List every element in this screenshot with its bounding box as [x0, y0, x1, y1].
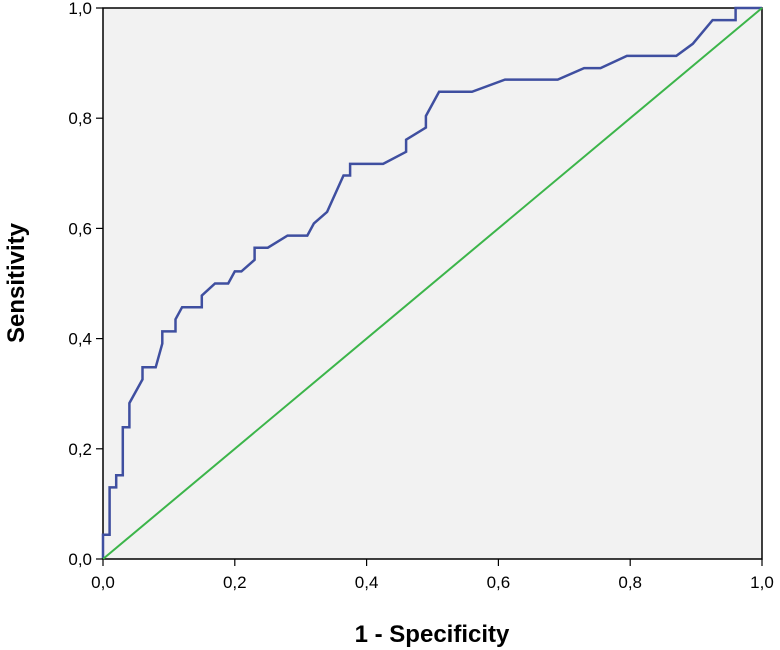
x-tick-label: 0,6	[487, 573, 511, 592]
series-layer	[101, 6, 763, 560]
x-tick-label: 0,0	[91, 573, 115, 592]
y-tick-label: 0,4	[68, 330, 92, 349]
x-axis-title: 1 - Specificity	[355, 621, 510, 648]
x-tick-label: 1,0	[750, 573, 774, 592]
axis-layer: 0,0 0,0 0,2 0,2 0,4 0,4 0,6 0,6 0,8 0,8 1,0 1,0	[68, 0, 773, 592]
y-tick-label: 0,6	[68, 219, 92, 238]
y-tick-label: 0,2	[68, 440, 92, 459]
y-tick-label: 0,8	[68, 109, 92, 128]
x-tick-label: 0,8	[618, 573, 642, 592]
y-axis-title: Sensitivity	[3, 222, 30, 343]
roc-curve-line	[101, 6, 762, 559]
y-tick-label: 0,0	[68, 550, 92, 569]
x-tick-label: 0,4	[355, 573, 379, 592]
x-tick-label: 0,2	[223, 573, 247, 592]
reference-diagonal-line	[102, 7, 763, 560]
y-tick-label: 1,0	[68, 0, 92, 18]
